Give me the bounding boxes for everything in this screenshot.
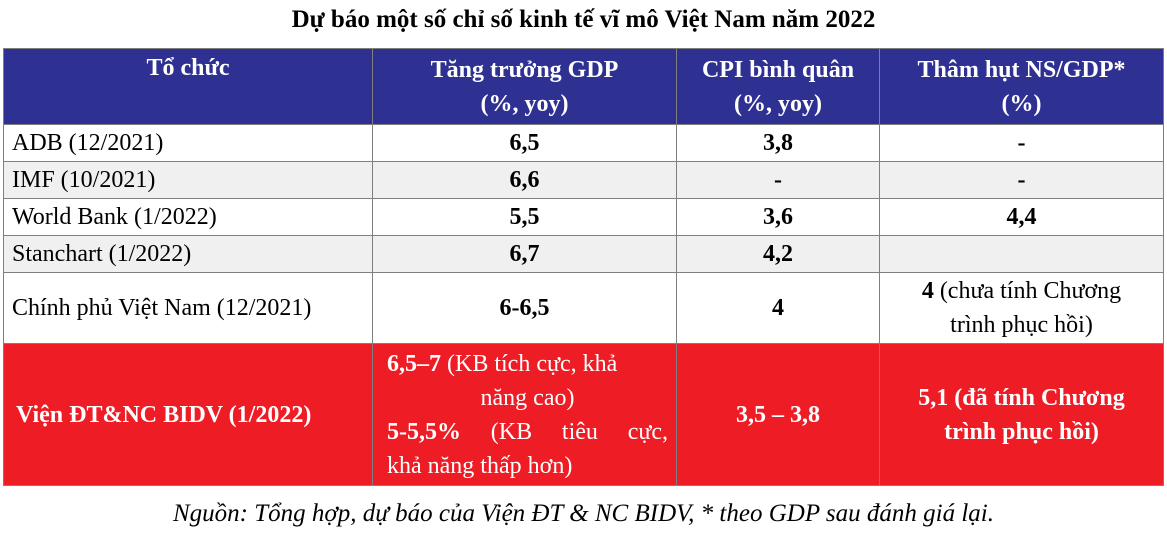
header-deficit-line2: (%) [1001, 90, 1042, 117]
deficit-cell: 5,1 (đã tính Chương trình phục hồi) [879, 343, 1164, 486]
org-cell: Stanchart (1/2022) [3, 235, 373, 273]
gdp-negative-value: 5-5,5% [387, 418, 461, 445]
gdp-negative-word: tiêu [561, 418, 598, 445]
deficit-cell: - [879, 124, 1164, 162]
gdp-positive-value: 6,5–7 [387, 350, 441, 377]
header-deficit: Thâm hụt NS/GDP* (%) [879, 48, 1164, 125]
deficit-cell: 4 (chưa tính Chương trình phục hồi) [879, 272, 1164, 344]
deficit-line1: 5,1 (đã tính Chương [918, 384, 1125, 411]
cpi-cell: 4,2 [676, 235, 880, 273]
gdp-negative-line1: 5-5,5% (KB tiêu cực, [387, 415, 668, 449]
cpi-cell: 3,6 [676, 198, 880, 236]
source-note: Nguồn: Tổng hợp, dự báo của Viện ĐT & NC… [173, 500, 994, 527]
deficit-cell: 4,4 [879, 198, 1164, 236]
table-row: Chính phủ Việt Nam (12/2021) 6-6,5 4 4 (… [3, 272, 1164, 344]
forecast-table: Tổ chức Tăng trưởng GDP (%, yoy) CPI bìn… [3, 48, 1164, 486]
deficit-value: 4 [921, 278, 934, 304]
org-cell: IMF (10/2021) [3, 161, 373, 199]
table-row: ADB (12/2021) 6,5 3,8 - [3, 124, 1164, 162]
header-cpi-line1: CPI bình quân [701, 56, 855, 83]
deficit-cell: - [879, 161, 1164, 199]
gdp-cell: 6,6 [372, 161, 677, 199]
table-row: World Bank (1/2022) 5,5 3,6 4,4 [3, 198, 1164, 236]
header-cpi: CPI bình quân (%, yoy) [676, 48, 880, 125]
header-gdp: Tăng trưởng GDP (%, yoy) [372, 48, 677, 125]
gdp-negative-word: cực, [627, 418, 668, 445]
table-row: IMF (10/2021) 6,6 - - [3, 161, 1164, 199]
deficit-note-line2: trình phục hồi) [950, 312, 1093, 338]
cpi-cell: 3,5 – 3,8 [676, 343, 880, 486]
gdp-positive-line1: 6,5–7 (KB tích cực, khả [387, 347, 668, 381]
cpi-cell: 3,8 [676, 124, 880, 162]
gdp-positive-note: (KB tích cực, khả [441, 350, 618, 377]
gdp-cell: 6,7 [372, 235, 677, 273]
cpi-cell: - [676, 161, 880, 199]
org-cell: Chính phủ Việt Nam (12/2021) [3, 272, 373, 344]
org-cell: Viện ĐT&NC BIDV (1/2022) [3, 343, 373, 486]
deficit-note-text: (chưa tính Chương [933, 278, 1122, 304]
org-cell: ADB (12/2021) [3, 124, 373, 162]
table-row: Stanchart (1/2022) 6,7 4,2 [3, 235, 1164, 273]
deficit-line2: trình phục hồi) [944, 418, 1099, 445]
deficit-note-line1: 4 (chưa tính Chương [888, 274, 1155, 308]
gdp-cell: 6,5 [372, 124, 677, 162]
highlight-row: Viện ĐT&NC BIDV (1/2022) 6,5–7 (KB tích … [3, 343, 1164, 486]
gdp-positive-line2: năng cao) [480, 384, 575, 411]
header-cpi-line2: (%, yoy) [734, 90, 822, 117]
table-title: Dự báo một số chỉ số kinh tế vĩ mô Việt … [291, 6, 876, 33]
gdp-scenarios-cell: 6,5–7 (KB tích cực, khả năng cao) 5-5,5%… [372, 343, 677, 486]
header-deficit-line1: Thâm hụt NS/GDP* [917, 56, 1126, 83]
cpi-cell: 4 [676, 272, 880, 344]
gdp-negative-line2: khả năng thấp hơn) [387, 452, 573, 479]
header-gdp-line2: (%, yoy) [480, 90, 569, 117]
gdp-cell: 6-6,5 [372, 272, 677, 344]
org-cell: World Bank (1/2022) [3, 198, 373, 236]
header-gdp-line1: Tăng trưởng GDP [430, 56, 619, 83]
header-row: Tổ chức Tăng trưởng GDP (%, yoy) CPI bìn… [3, 48, 1164, 125]
gdp-cell: 5,5 [372, 198, 677, 236]
deficit-cell [879, 235, 1164, 273]
gdp-negative-word: (KB [490, 418, 533, 445]
header-org: Tổ chức [3, 48, 373, 125]
